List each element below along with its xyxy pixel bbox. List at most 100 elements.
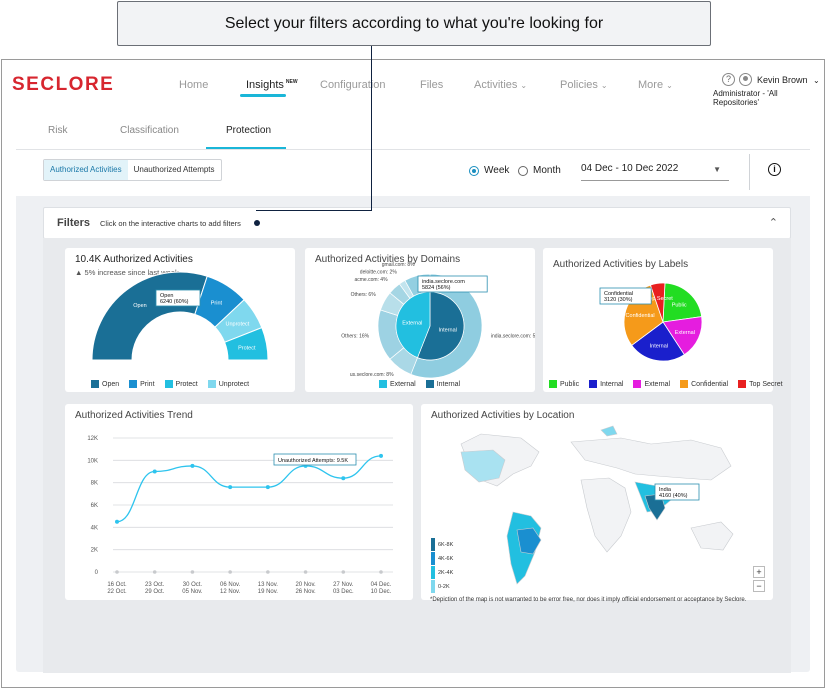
app-screenshot: SECLORE Home Insights NEW Configuration F… bbox=[1, 59, 825, 688]
x-tick-label: 27 Nov. bbox=[333, 582, 354, 588]
legend-item[interactable]: Print bbox=[129, 380, 155, 388]
legend-label: Internal bbox=[600, 380, 624, 388]
radio-label: Month bbox=[533, 165, 561, 176]
date-range-select[interactable]: 04 Dec - 10 Dec 2022 ▼ bbox=[581, 163, 729, 181]
outer-slice-label: deloitte.com: 2% bbox=[360, 270, 398, 276]
domains-chart[interactable]: india.seclore.com: 56% us.seclore.com: 8%… bbox=[305, 248, 535, 392]
nav-label: Files bbox=[420, 79, 444, 91]
slice-label: Confidential bbox=[626, 313, 655, 319]
x-tick-label: 04 Dec. bbox=[371, 582, 392, 588]
user-menu[interactable]: Kevin Brown ⌄ bbox=[757, 75, 820, 85]
data-point bbox=[265, 485, 270, 490]
x-tick-dot bbox=[152, 570, 157, 574]
slice-label: External bbox=[675, 330, 695, 336]
legend-item[interactable]: Confidential bbox=[680, 380, 728, 388]
x-tick-label: 26 Nov. bbox=[295, 589, 316, 595]
legend-label: Internal bbox=[436, 380, 461, 388]
toolbar: Authorized Activities Unauthorized Attem… bbox=[16, 150, 810, 196]
authorized-activities-card: 10.4K Authorized Activities ▲ 5% increas… bbox=[65, 248, 295, 392]
info-icon[interactable]: i bbox=[768, 163, 781, 176]
period-week-radio[interactable]: Week bbox=[469, 165, 509, 176]
legend-swatch bbox=[207, 380, 216, 388]
slice-top-secret bbox=[649, 282, 666, 323]
x-tick-label: 30 Oct. bbox=[183, 582, 203, 588]
tooltip-text: Unauthorized Attempts: 9.5K bbox=[278, 458, 348, 464]
map-region-usa bbox=[460, 449, 506, 483]
data-point bbox=[190, 463, 195, 468]
tab-classification[interactable]: Classification bbox=[120, 125, 179, 136]
authorized-activities-button[interactable]: Authorized Activities bbox=[44, 160, 128, 180]
unauthorized-attempts-button[interactable]: Unauthorized Attempts bbox=[133, 165, 215, 174]
nav-configuration[interactable]: Configuration bbox=[320, 79, 385, 91]
legend-item[interactable]: External bbox=[633, 380, 670, 388]
filters-title: Filters bbox=[57, 217, 91, 229]
y-tick-label: 4K bbox=[91, 525, 98, 531]
card-title: Authorized Activities by Labels bbox=[553, 259, 689, 270]
nav-more[interactable]: More ⌄ bbox=[638, 79, 673, 91]
tooltip-text: 4160 (40%) bbox=[659, 493, 688, 499]
nav-label: Activities bbox=[474, 79, 518, 91]
nav-policies[interactable]: Policies ⌄ bbox=[560, 79, 608, 91]
nav-active-indicator bbox=[240, 94, 286, 97]
scale-swatch bbox=[431, 538, 435, 551]
trend-line-chart[interactable]: 0 2K 4K 6K 8K 10K 12K 16 Oct.22 Oct. 23 Oct.29 O… bbox=[65, 404, 413, 600]
callout-text: Select your filters according to what yo… bbox=[224, 14, 604, 32]
legend-label: Open bbox=[102, 380, 120, 388]
filters-hint: Click on the interactive charts to add f… bbox=[100, 219, 241, 228]
y-tick-label: 8K bbox=[91, 481, 98, 487]
x-tick-dot bbox=[228, 570, 232, 574]
zoom-in-button[interactable]: + bbox=[753, 566, 765, 578]
labels-pie-chart[interactable]: Public External Internal Confidential Top Se… bbox=[543, 248, 773, 392]
legend-swatch bbox=[633, 380, 642, 388]
legend-label: Public bbox=[560, 380, 580, 388]
nav-files[interactable]: Files bbox=[420, 79, 443, 91]
outer-slice-label: Others: 16% bbox=[341, 334, 369, 340]
tooltip-title: Confidential bbox=[604, 291, 633, 297]
period-month-radio[interactable]: Month bbox=[518, 165, 561, 176]
legend-item[interactable]: Internal bbox=[589, 380, 623, 388]
nav-activities[interactable]: Activities ⌄ bbox=[474, 79, 527, 91]
location-card: Authorized Activities by Location India 4… bbox=[421, 404, 773, 600]
data-point bbox=[228, 485, 233, 490]
x-tick-label: 22 Oct. bbox=[107, 589, 127, 595]
x-tick-label: 23 Oct. bbox=[145, 582, 165, 588]
card-title: 10.4K Authorized Activities bbox=[75, 254, 193, 265]
outer-slice-label: us.seclore.com: 8% bbox=[350, 372, 394, 378]
outer-slice-label: acme.com: 4% bbox=[354, 277, 388, 283]
tab-risk[interactable]: Risk bbox=[48, 125, 68, 136]
legend-item[interactable]: Internal bbox=[425, 380, 461, 388]
legend-item[interactable]: Top Secret bbox=[738, 380, 783, 388]
caret-down-icon: ▼ bbox=[713, 165, 721, 174]
legend-swatch bbox=[425, 380, 434, 388]
chevron-up-icon[interactable]: ⌃ bbox=[768, 217, 778, 229]
slice-open bbox=[91, 271, 208, 361]
legend-item[interactable]: Protect bbox=[164, 380, 198, 388]
scale-swatch bbox=[431, 580, 435, 593]
legend-item[interactable]: Public bbox=[549, 380, 579, 388]
chevron-down-icon: ⌄ bbox=[600, 81, 608, 90]
insight-tabs: Risk Classification Protection bbox=[16, 112, 810, 150]
filters-panel[interactable]: Filters Click on the interactive charts … bbox=[43, 207, 791, 239]
user-avatar-icon[interactable] bbox=[739, 73, 752, 86]
x-tick-dot bbox=[341, 570, 346, 574]
nav-insights[interactable]: Insights NEW bbox=[246, 79, 298, 91]
activity-type-toggle: Authorized Activities Unauthorized Attem… bbox=[43, 159, 222, 181]
tab-protection[interactable]: Protection bbox=[226, 125, 272, 136]
legend-item[interactable]: Unprotect bbox=[207, 380, 249, 388]
legend-item[interactable]: External bbox=[379, 380, 416, 388]
legend-item[interactable]: Open bbox=[91, 380, 119, 388]
y-tick-label: 12K bbox=[87, 436, 98, 442]
map-disclaimer: *Depiction of the map is not warranted t… bbox=[430, 597, 747, 603]
zoom-out-button[interactable]: − bbox=[753, 580, 765, 592]
slice-public bbox=[662, 282, 703, 323]
help-icon[interactable]: ? bbox=[722, 73, 735, 86]
legend-swatch bbox=[680, 380, 689, 388]
nav-home[interactable]: Home bbox=[179, 79, 208, 91]
top-navbar: SECLORE Home Insights NEW Configuration F… bbox=[2, 60, 824, 110]
triangle-up-icon: ▲ bbox=[75, 268, 83, 277]
user-role: Administrator - 'All Repositories' bbox=[713, 89, 778, 107]
tooltip-box bbox=[417, 275, 488, 293]
trend-text: 5% increase since last week bbox=[84, 268, 179, 277]
